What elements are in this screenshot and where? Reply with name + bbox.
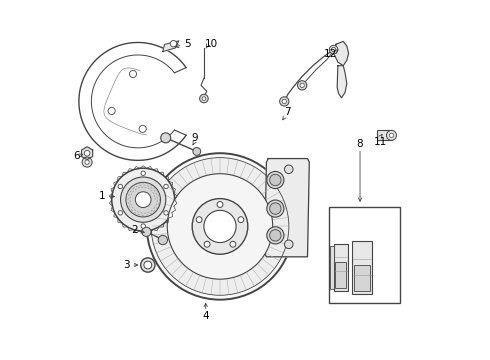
- Text: 9: 9: [191, 133, 197, 143]
- Circle shape: [144, 261, 152, 269]
- Circle shape: [142, 227, 151, 237]
- Text: 8: 8: [357, 139, 364, 149]
- Circle shape: [118, 211, 122, 215]
- Circle shape: [267, 200, 284, 217]
- Circle shape: [141, 224, 146, 228]
- Circle shape: [158, 235, 168, 245]
- Circle shape: [270, 230, 281, 241]
- Circle shape: [164, 184, 168, 189]
- Circle shape: [270, 174, 281, 186]
- Text: 3: 3: [123, 260, 130, 270]
- Polygon shape: [334, 41, 348, 66]
- Circle shape: [285, 165, 293, 174]
- Text: 11: 11: [373, 137, 387, 147]
- Circle shape: [280, 97, 289, 106]
- Text: 7: 7: [285, 107, 291, 117]
- Bar: [330, 246, 334, 289]
- Circle shape: [285, 240, 293, 249]
- Circle shape: [126, 183, 161, 217]
- Text: 5: 5: [185, 39, 191, 49]
- Text: 6: 6: [73, 151, 80, 161]
- Circle shape: [135, 192, 151, 207]
- Bar: [377, 130, 392, 140]
- Polygon shape: [337, 66, 347, 98]
- Bar: [334, 244, 348, 291]
- Circle shape: [331, 48, 336, 52]
- Circle shape: [204, 241, 210, 247]
- Circle shape: [282, 99, 287, 104]
- Circle shape: [387, 130, 396, 140]
- Bar: [354, 265, 370, 292]
- Circle shape: [238, 217, 244, 222]
- Circle shape: [230, 241, 236, 247]
- Text: 2: 2: [131, 225, 138, 235]
- Circle shape: [139, 125, 146, 132]
- Circle shape: [164, 211, 168, 215]
- Circle shape: [270, 203, 281, 214]
- Circle shape: [390, 133, 393, 138]
- Text: 10: 10: [205, 39, 219, 49]
- Circle shape: [118, 184, 122, 189]
- Circle shape: [84, 150, 90, 156]
- Polygon shape: [265, 158, 309, 257]
- Circle shape: [329, 45, 338, 54]
- Circle shape: [170, 40, 177, 47]
- Circle shape: [202, 97, 206, 100]
- Circle shape: [141, 258, 155, 272]
- Circle shape: [161, 133, 171, 143]
- Circle shape: [297, 81, 307, 90]
- Circle shape: [196, 217, 202, 222]
- Circle shape: [108, 107, 115, 114]
- Bar: [329, 207, 400, 303]
- Circle shape: [121, 177, 166, 222]
- Text: 4: 4: [202, 311, 209, 321]
- Circle shape: [147, 153, 293, 300]
- Circle shape: [192, 199, 248, 254]
- Circle shape: [129, 71, 137, 77]
- Circle shape: [112, 168, 174, 231]
- Circle shape: [167, 174, 273, 279]
- Circle shape: [193, 148, 201, 156]
- Text: 12: 12: [323, 49, 337, 59]
- Circle shape: [141, 171, 146, 175]
- Text: 1: 1: [99, 191, 105, 201]
- Circle shape: [217, 202, 223, 207]
- Circle shape: [85, 160, 89, 164]
- Circle shape: [267, 227, 284, 244]
- Circle shape: [151, 158, 289, 295]
- Circle shape: [199, 94, 208, 103]
- Circle shape: [204, 210, 236, 243]
- Polygon shape: [163, 41, 179, 51]
- Circle shape: [82, 157, 92, 167]
- Circle shape: [300, 83, 304, 87]
- Circle shape: [267, 171, 284, 189]
- Polygon shape: [81, 147, 93, 159]
- Bar: [335, 262, 346, 288]
- Bar: [352, 241, 372, 294]
